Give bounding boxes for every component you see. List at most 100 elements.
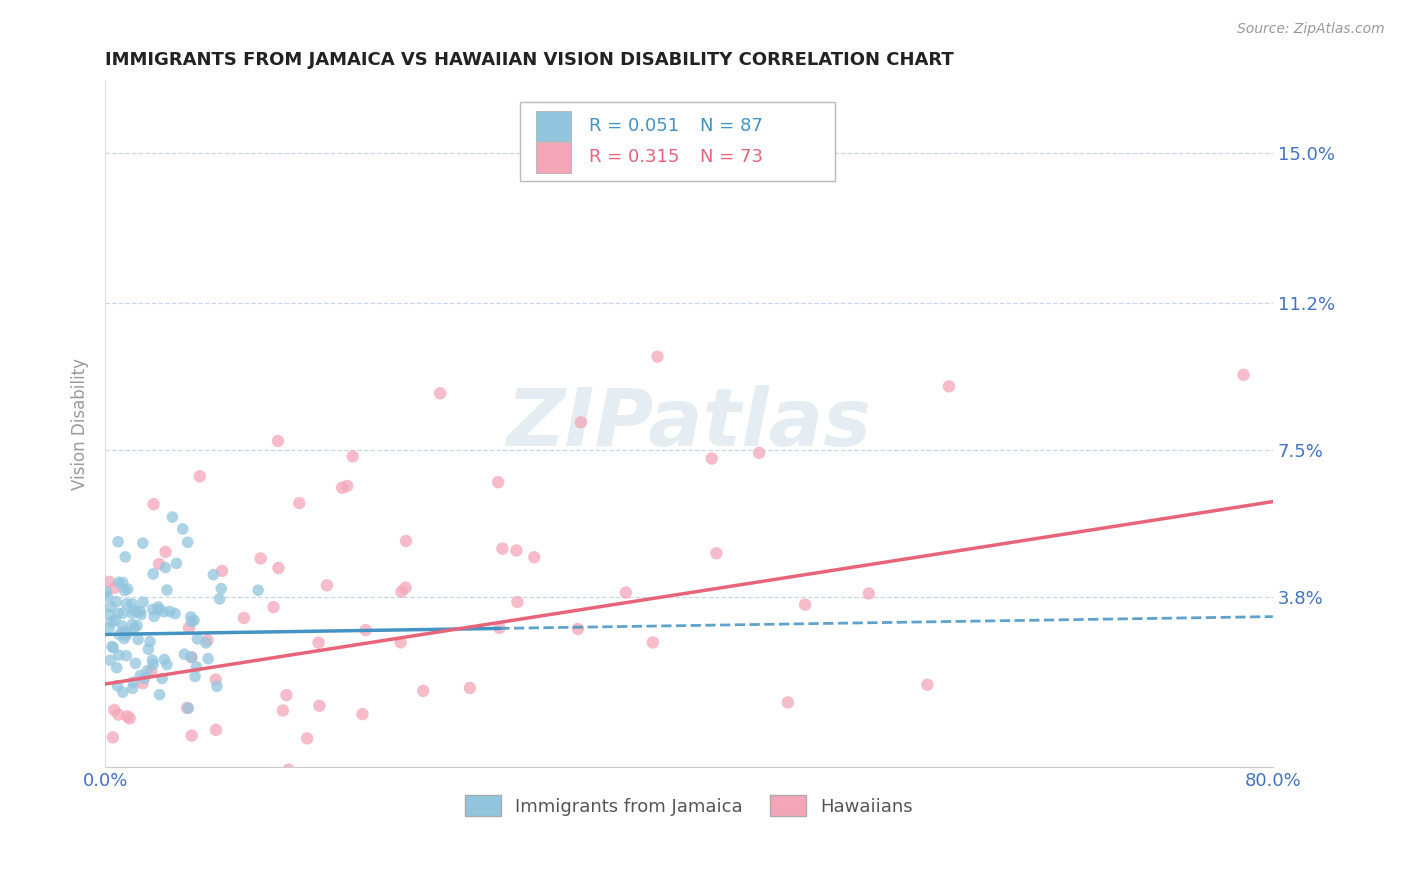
Point [391, 584, 413, 599]
Legend: Immigrants from Jamaica, Hawaiians: Immigrants from Jamaica, Hawaiians [457, 789, 921, 823]
Point [176, 535, 198, 549]
Point [429, 386, 451, 401]
Point [115, 597, 138, 611]
Point [100, 820, 122, 834]
Point [98, 621, 121, 635]
Point [134, 671, 156, 685]
Point [101, 640, 124, 654]
Point [117, 709, 139, 723]
Point [276, 688, 298, 702]
Point [114, 583, 136, 598]
Point [394, 581, 416, 595]
Point [776, 695, 799, 709]
Point [180, 650, 202, 665]
Point [139, 634, 162, 648]
Text: R = 0.051: R = 0.051 [589, 117, 679, 135]
Point [330, 481, 353, 495]
Point [98, 653, 121, 667]
Point [125, 618, 148, 632]
Point [162, 510, 184, 524]
Point [129, 604, 152, 618]
Point [148, 599, 170, 614]
Point [176, 701, 198, 715]
Point [917, 678, 939, 692]
Y-axis label: Vision Disability: Vision Disability [72, 359, 89, 491]
Point [136, 664, 159, 678]
Point [103, 640, 125, 655]
Point [156, 582, 179, 597]
Point [142, 657, 165, 672]
Point [118, 711, 141, 725]
Point [142, 497, 165, 511]
Point [700, 451, 723, 466]
Point [148, 557, 170, 571]
Point [183, 613, 205, 627]
Point [316, 578, 339, 592]
Point [197, 651, 219, 665]
Point [107, 607, 129, 621]
Point [523, 550, 546, 565]
Point [567, 622, 589, 636]
Point [506, 595, 529, 609]
Point [129, 607, 152, 622]
Point [395, 533, 418, 548]
Point [122, 603, 145, 617]
Point [211, 564, 233, 578]
Point [288, 496, 311, 510]
Point [121, 597, 143, 611]
Point [166, 557, 188, 571]
Point [267, 561, 290, 575]
Point [122, 675, 145, 690]
Point [172, 522, 194, 536]
Point [148, 688, 170, 702]
Text: N = 73: N = 73 [700, 148, 762, 167]
Point [112, 606, 135, 620]
Point [141, 664, 163, 678]
Point [177, 701, 200, 715]
Point [156, 657, 179, 672]
Point [205, 679, 228, 693]
Point [267, 434, 290, 448]
Point [152, 605, 174, 619]
Point [100, 599, 122, 614]
Point [180, 615, 202, 629]
Point [101, 731, 124, 745]
Point [247, 583, 270, 598]
Point [304, 820, 326, 834]
Point [354, 623, 377, 637]
Point [159, 605, 181, 619]
Point [124, 657, 146, 671]
Point [342, 450, 364, 464]
Point [491, 541, 513, 556]
Point [100, 615, 122, 629]
Point [204, 673, 226, 687]
Point [142, 602, 165, 616]
Point [112, 632, 135, 646]
Point [142, 566, 165, 581]
Point [858, 586, 880, 600]
Point [794, 598, 817, 612]
Point [150, 672, 173, 686]
Point [595, 782, 617, 797]
Point [647, 350, 669, 364]
FancyBboxPatch shape [536, 111, 571, 141]
Point [177, 621, 200, 635]
Point [488, 621, 510, 635]
Point [114, 549, 136, 564]
Text: Source: ZipAtlas.com: Source: ZipAtlas.com [1237, 22, 1385, 37]
Point [208, 812, 231, 826]
Point [458, 681, 481, 695]
Point [132, 595, 155, 609]
Point [641, 635, 664, 649]
Point [104, 613, 127, 627]
Point [98, 574, 121, 589]
Point [143, 609, 166, 624]
Point [197, 633, 219, 648]
Point [505, 543, 527, 558]
Point [128, 820, 150, 834]
Text: R = 0.315: R = 0.315 [589, 148, 679, 167]
Point [111, 575, 134, 590]
Point [215, 778, 238, 792]
FancyBboxPatch shape [536, 143, 571, 172]
Point [105, 595, 128, 609]
